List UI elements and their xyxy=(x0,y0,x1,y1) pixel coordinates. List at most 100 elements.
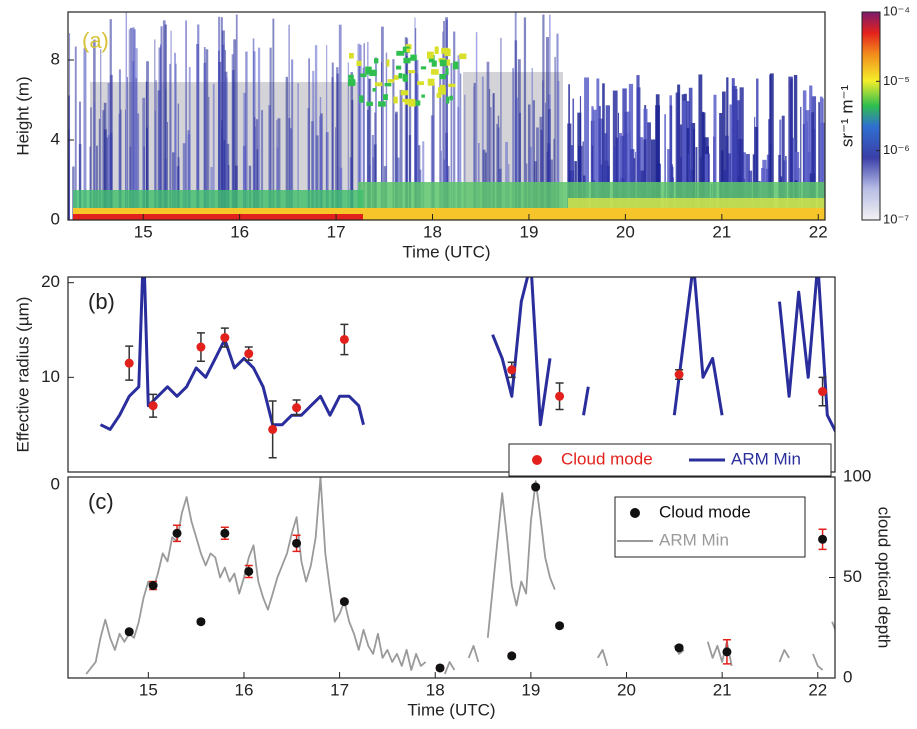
texture xyxy=(722,91,726,220)
texture xyxy=(261,110,264,220)
plot-area xyxy=(99,277,835,459)
texture xyxy=(618,133,622,220)
texture xyxy=(291,59,294,220)
texture xyxy=(348,74,354,79)
texture xyxy=(350,72,354,220)
y-tick-label: 4 xyxy=(51,129,60,148)
texture xyxy=(805,110,811,220)
texture xyxy=(557,80,560,220)
texture xyxy=(408,135,411,220)
texture xyxy=(669,105,673,220)
x-tick-label: 15 xyxy=(139,680,158,699)
texture xyxy=(781,115,785,220)
texture xyxy=(94,102,96,220)
data-point xyxy=(507,365,517,375)
colorbar-tick-label: 10⁻⁷ xyxy=(883,211,909,226)
x-tick-label: 17 xyxy=(327,222,346,241)
texture xyxy=(422,141,425,220)
data-point xyxy=(292,403,302,413)
texture xyxy=(428,55,435,63)
texture xyxy=(369,69,377,77)
data-point xyxy=(124,358,134,368)
data-point xyxy=(244,349,254,359)
texture xyxy=(158,47,161,220)
texture xyxy=(408,70,416,74)
texture xyxy=(545,37,549,220)
texture xyxy=(449,95,453,101)
legend-label: ARM Min xyxy=(731,449,801,468)
x-tick-label: 21 xyxy=(712,222,731,241)
data-point xyxy=(244,566,254,576)
texture xyxy=(770,142,772,220)
texture xyxy=(212,83,215,220)
texture xyxy=(408,98,416,107)
texture xyxy=(793,75,798,220)
texture xyxy=(171,152,175,220)
plot-frame xyxy=(67,11,826,221)
texture xyxy=(285,76,289,220)
data-point xyxy=(292,538,302,548)
panel-label: (a) xyxy=(82,28,109,53)
texture xyxy=(146,127,148,220)
texture xyxy=(431,60,437,67)
texture xyxy=(402,98,410,103)
texture xyxy=(394,111,398,220)
texture xyxy=(257,47,261,220)
texture xyxy=(103,129,107,220)
texture xyxy=(102,110,105,220)
data-point xyxy=(220,528,230,538)
x-tick-label: 19 xyxy=(521,680,540,699)
texture xyxy=(547,108,551,220)
texture xyxy=(572,98,575,220)
data-point xyxy=(555,621,565,631)
y-tick-label: 20 xyxy=(41,272,60,291)
texture xyxy=(254,116,256,220)
texture xyxy=(289,128,293,220)
texture xyxy=(125,12,128,220)
texture xyxy=(288,24,290,220)
texture xyxy=(452,61,459,70)
series-line xyxy=(85,477,835,675)
texture xyxy=(73,214,363,220)
colorbar-tick-label: 10⁻⁶ xyxy=(883,142,910,157)
texture xyxy=(89,146,91,220)
texture xyxy=(514,12,517,220)
texture xyxy=(790,137,796,220)
texture xyxy=(809,85,813,220)
x-axis-label: Time (UTC) xyxy=(402,242,490,261)
data-point xyxy=(220,333,230,343)
legend-marker xyxy=(532,455,542,465)
texture xyxy=(478,143,480,220)
texture xyxy=(348,53,354,59)
texture xyxy=(383,94,388,101)
texture xyxy=(118,69,121,220)
texture xyxy=(347,62,349,220)
texture xyxy=(473,82,476,220)
texture xyxy=(598,106,601,220)
texture xyxy=(434,46,439,55)
texture xyxy=(373,58,379,64)
series-line xyxy=(99,277,835,434)
texture xyxy=(426,51,434,59)
texture xyxy=(196,43,199,220)
texture xyxy=(187,134,191,220)
texture xyxy=(363,43,365,220)
texture xyxy=(436,93,442,98)
x-tick-label: 20 xyxy=(616,222,635,241)
x-tick-label: 22 xyxy=(808,680,827,699)
legend-label: Cloud mode xyxy=(561,449,653,468)
legend-box xyxy=(508,443,832,477)
legend-box xyxy=(614,496,806,558)
colorbar xyxy=(861,11,881,221)
texture xyxy=(770,73,774,220)
texture xyxy=(445,19,448,220)
texture xyxy=(523,17,527,220)
texture xyxy=(277,118,281,220)
texture xyxy=(392,59,395,220)
legend-marker xyxy=(630,508,640,518)
heatmap-image xyxy=(68,12,825,220)
data-point xyxy=(818,534,828,544)
texture xyxy=(811,112,815,220)
texture xyxy=(137,113,140,220)
texture xyxy=(788,76,793,220)
